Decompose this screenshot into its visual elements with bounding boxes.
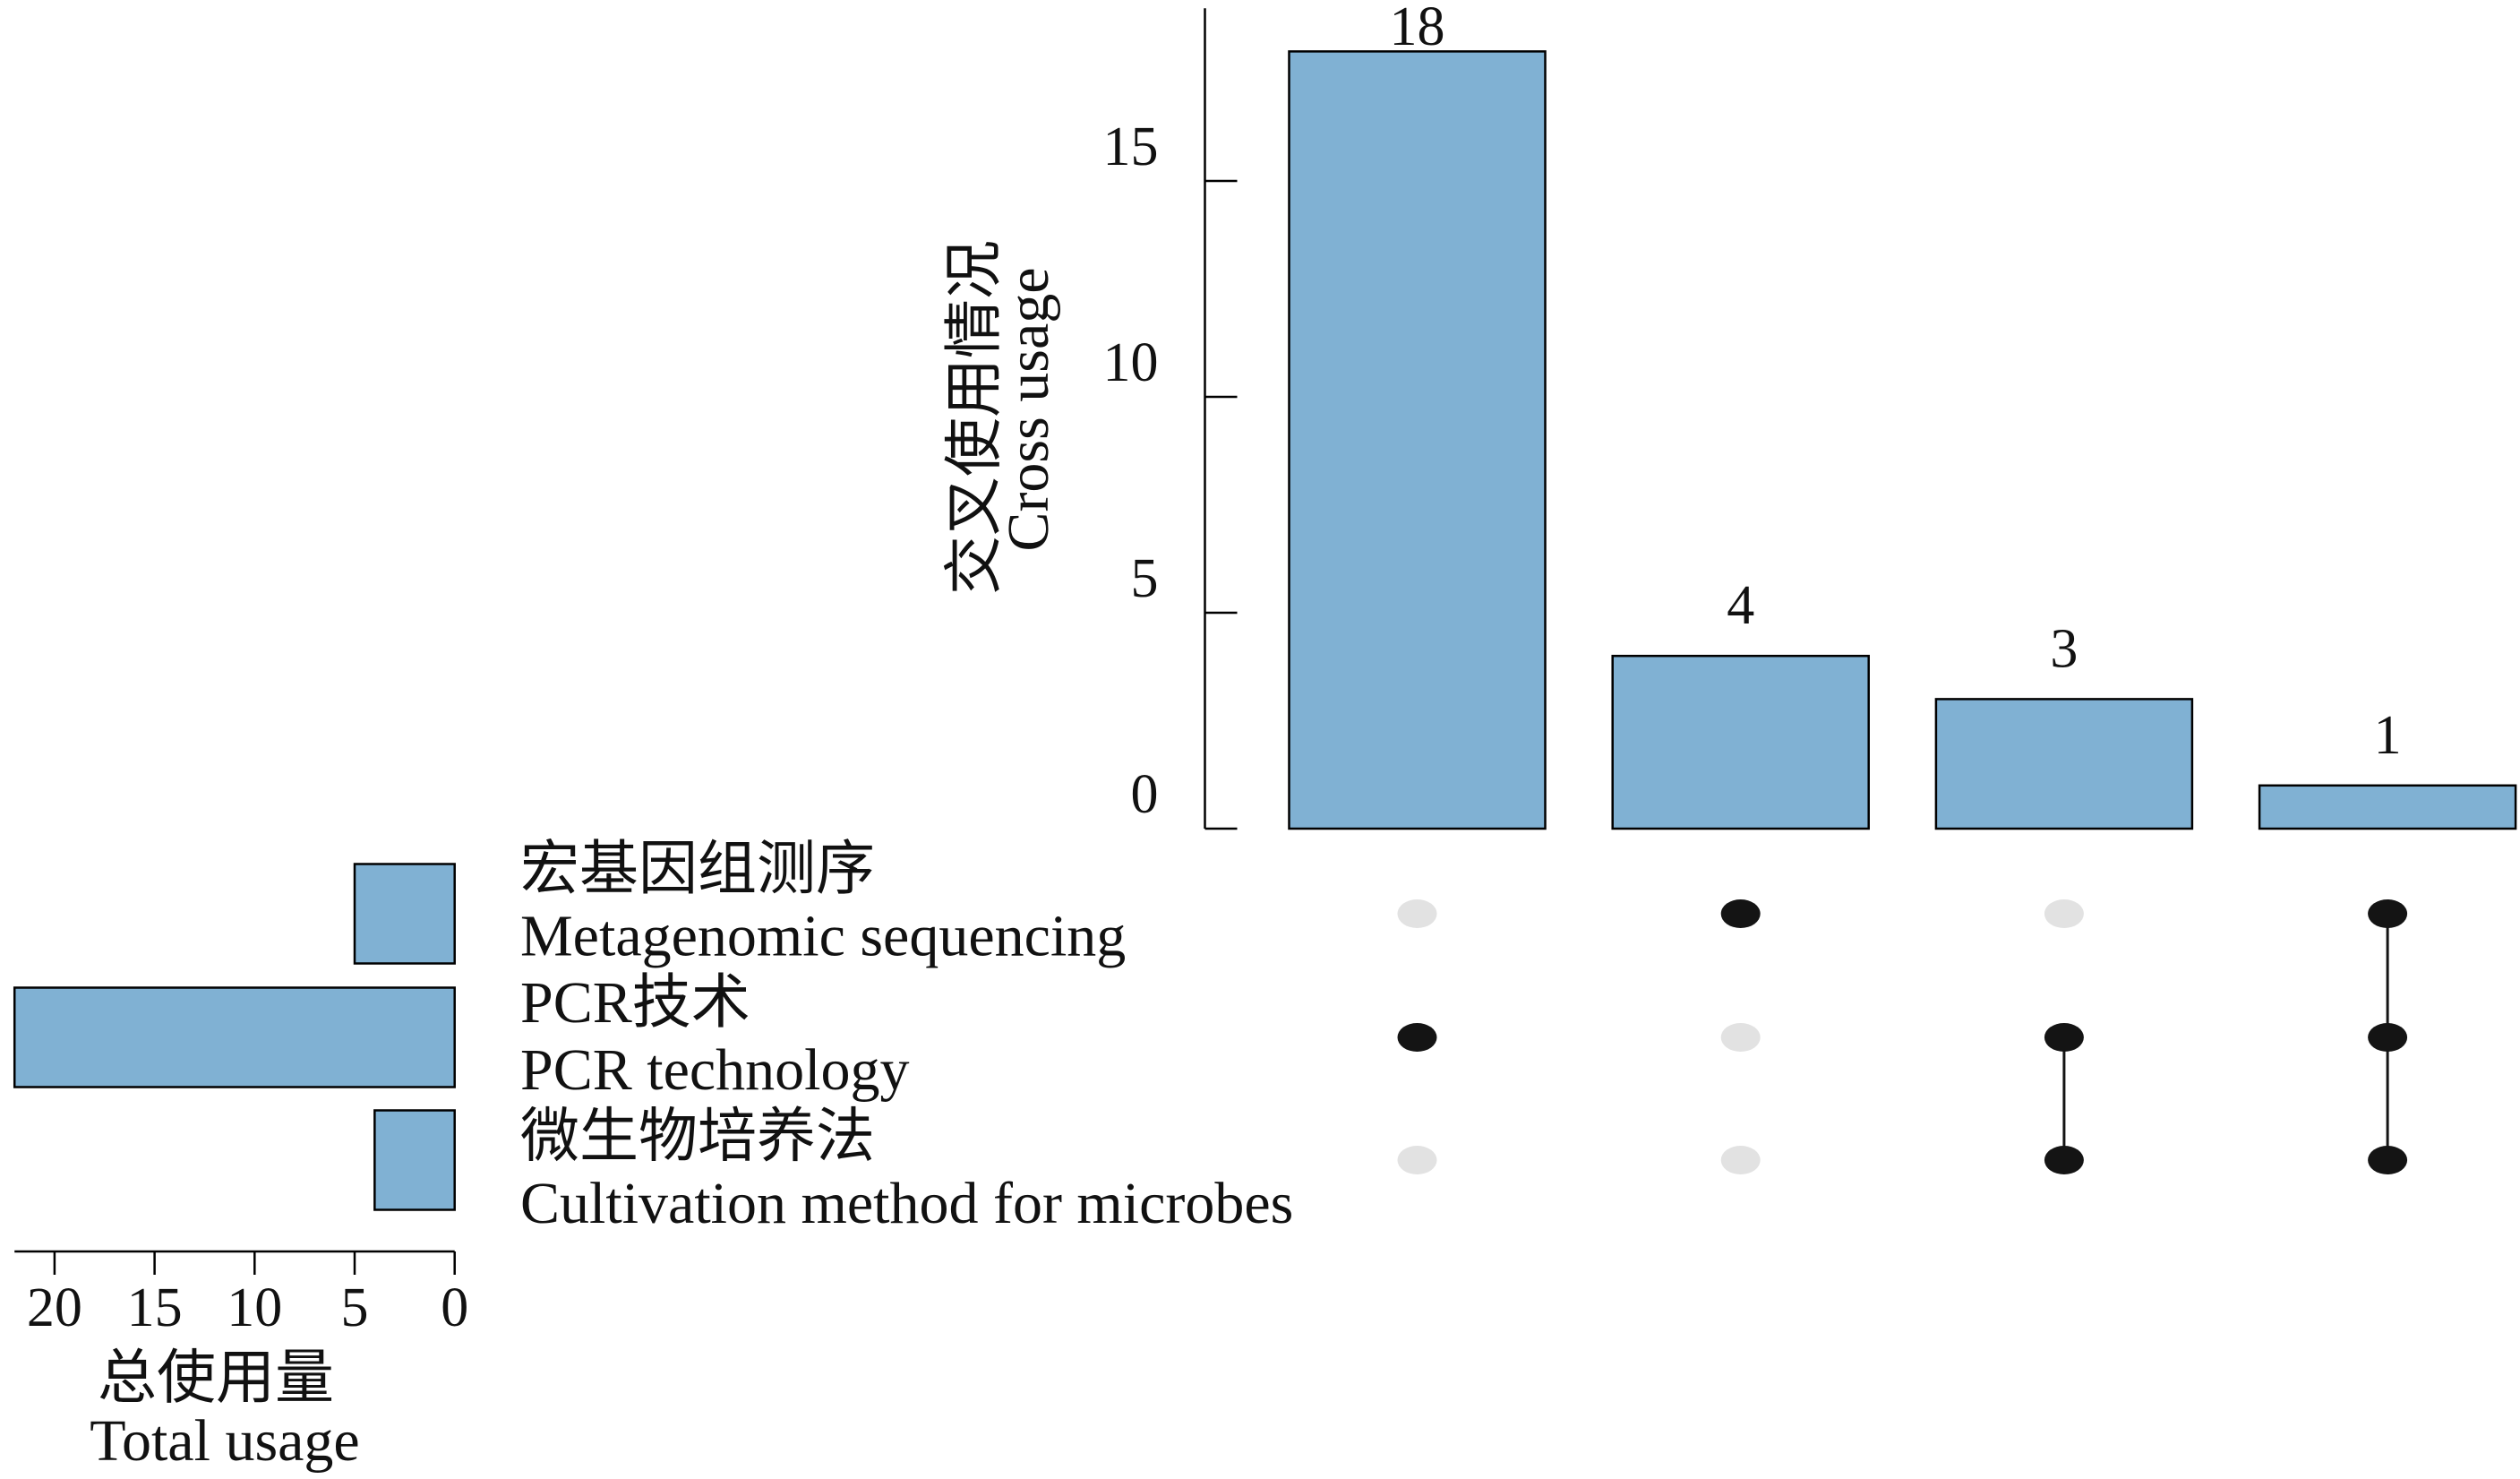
intersection-bar — [1611, 654, 1870, 830]
matrix-dot-inactive — [2044, 899, 2084, 928]
intersection-bar — [1288, 50, 1547, 830]
matrix-dot-inactive — [1720, 1146, 1761, 1174]
x-axis-tick-label: 10 — [227, 1277, 282, 1338]
matrix-dot-active — [2368, 899, 2408, 928]
x-axis-tick-label: 20 — [27, 1277, 82, 1338]
matrix-dot-active — [2044, 1146, 2084, 1174]
x-axis-tick-label: 5 — [341, 1277, 369, 1338]
intersection-matrix — [1397, 899, 2408, 1174]
set-size-axis-title-zh: 总使用量 — [98, 1346, 334, 1411]
x-axis-tick-label: 0 — [441, 1277, 468, 1338]
intersection-bars: 18 4 3 1 — [1288, 0, 2517, 830]
intersection-value-label: 18 — [1390, 0, 1445, 57]
intersection-axis-title-en: Cross usage — [996, 267, 1061, 551]
matrix-dot-active — [2368, 1146, 2408, 1174]
intersection-axis-title-zh: 交叉使用情况 — [942, 240, 1007, 595]
set-size-bar — [353, 863, 456, 965]
set-label-en: Metagenomic sequencing — [520, 904, 1126, 969]
intersection-size-axis: 0 5 10 15 — [1103, 8, 1238, 830]
set-size-axis: 0 5 10 15 20 — [14, 1250, 468, 1338]
matrix-dot-active — [1720, 899, 1761, 928]
matrix-dot-inactive — [1720, 1023, 1761, 1052]
set-label-zh: 宏基因组测序 — [520, 837, 875, 902]
set-size-bar — [13, 986, 456, 1088]
matrix-dot-inactive — [1397, 1146, 1437, 1174]
set-size-bar — [373, 1109, 456, 1211]
y-axis-tick-label: 15 — [1103, 116, 1159, 177]
y-axis-tick-label: 0 — [1131, 764, 1159, 825]
set-label-en: Cultivation method for microbes — [520, 1171, 1293, 1236]
intersection-value-label: 1 — [2374, 705, 2402, 766]
intersection-bar — [1934, 698, 2194, 830]
y-axis-tick-label: 10 — [1103, 332, 1159, 393]
matrix-dot-inactive — [1397, 899, 1437, 928]
intersection-bar — [2258, 784, 2517, 830]
y-axis-tick-label: 5 — [1131, 548, 1159, 609]
set-label-zh: 微生物培养法 — [520, 1104, 875, 1169]
set-size-axis-title-en: Total usage — [90, 1408, 359, 1474]
matrix-dot-active — [1397, 1023, 1437, 1052]
x-axis-tick-label: 15 — [127, 1277, 183, 1338]
matrix-dot-active — [2044, 1023, 2084, 1052]
intersection-value-label: 4 — [1727, 575, 1754, 636]
set-label-zh: PCR技术 — [520, 970, 750, 1036]
intersection-value-label: 3 — [2050, 618, 2078, 679]
matrix-dot-active — [2368, 1023, 2408, 1052]
set-size-bars — [13, 863, 456, 1211]
set-label-en: PCR technology — [520, 1037, 910, 1103]
